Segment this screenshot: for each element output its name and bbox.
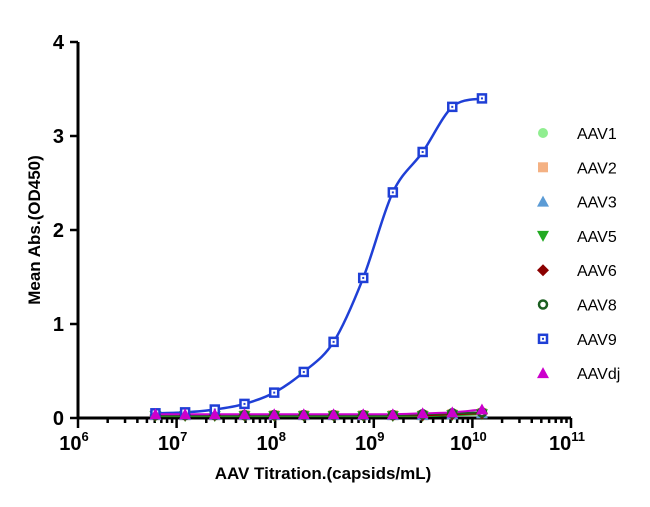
point-aav9-center — [243, 402, 246, 405]
legend-label: AAV2 — [577, 160, 617, 177]
legend-item-aav2: AAV2 — [538, 160, 617, 177]
x-axis-title: AAV Titration.(capsids/mL) — [215, 464, 432, 483]
legend: AAV1 AAV2 AAV3 AAV5 AAV6 AAV8 AAV9 AAVdj — [537, 126, 620, 383]
point-aavdj — [149, 408, 162, 420]
point-aav9-center — [332, 340, 335, 343]
legend-item-aav3: AAV3 — [537, 195, 617, 212]
legend-item-aav5: AAV5 — [537, 229, 617, 246]
series-aav9 — [150, 93, 488, 419]
data-points — [149, 93, 488, 423]
point-aavdj — [238, 408, 251, 420]
point-aavdj — [179, 408, 192, 420]
y-tick-label: 4 — [53, 32, 65, 54]
legend-marker-aav9-center — [542, 337, 544, 340]
legend-label: AAV5 — [577, 229, 617, 246]
fit-curves — [155, 97, 483, 418]
x-tick-label: 109 — [355, 429, 384, 455]
axes: 0 1 2 3 4 106 107 108 109 1010 1011 — [53, 32, 585, 455]
legend-marker-aav2 — [538, 162, 548, 173]
fit-curve-aav9 — [155, 97, 483, 415]
y-tick-label: 0 — [53, 408, 64, 430]
point-aavdj — [446, 406, 459, 418]
y-tick-label: 3 — [53, 126, 64, 148]
point-aavdj — [357, 408, 370, 420]
point-aav9-center — [273, 391, 276, 394]
legend-item-aav8: AAV8 — [537, 298, 617, 315]
point-aav9-center — [421, 150, 424, 153]
series-aavdj — [149, 403, 488, 420]
x-tick-label: 107 — [158, 429, 187, 455]
legend-marker-aav5 — [537, 230, 549, 242]
point-aav9-center — [302, 370, 305, 373]
point-aavdj — [475, 403, 488, 415]
y-tick-label: 2 — [53, 220, 64, 242]
legend-label: AAVdj — [577, 366, 620, 383]
y-axis-title: Mean Abs.(OD450) — [25, 155, 44, 305]
legend-item-aav6: AAV6 — [537, 263, 617, 280]
legend-label: AAV3 — [577, 195, 617, 212]
y-tick-label: 1 — [53, 314, 64, 336]
legend-marker-aav8 — [537, 299, 549, 310]
legend-marker-aav1 — [538, 128, 548, 138]
point-aavdj — [416, 407, 429, 419]
legend-marker-aavdj — [537, 367, 549, 379]
legend-label: AAV6 — [577, 263, 617, 280]
legend-item-aavdj: AAVdj — [537, 366, 620, 383]
point-aav9-center — [480, 97, 483, 100]
x-tick-label: 108 — [256, 429, 285, 455]
point-aav9-center — [391, 191, 394, 194]
point-aavdj — [386, 408, 399, 420]
legend-label: AAV8 — [577, 298, 617, 315]
point-aavdj — [327, 408, 340, 420]
point-aav9-center — [362, 276, 365, 279]
x-tick-label: 1011 — [549, 429, 585, 455]
legend-label: AAV9 — [577, 332, 617, 349]
point-aav9-center — [451, 105, 454, 108]
point-aavdj — [268, 408, 281, 420]
legend-item-aav1: AAV1 — [538, 126, 617, 143]
legend-item-aav9: AAV9 — [537, 332, 617, 349]
legend-marker-aav3 — [537, 195, 549, 207]
point-aavdj — [297, 408, 310, 420]
legend-label: AAV1 — [577, 126, 617, 143]
point-aavdj — [208, 408, 221, 420]
x-tick-label: 106 — [59, 429, 88, 455]
x-tick-label: 1010 — [450, 429, 487, 455]
legend-marker-aav6 — [537, 264, 549, 277]
